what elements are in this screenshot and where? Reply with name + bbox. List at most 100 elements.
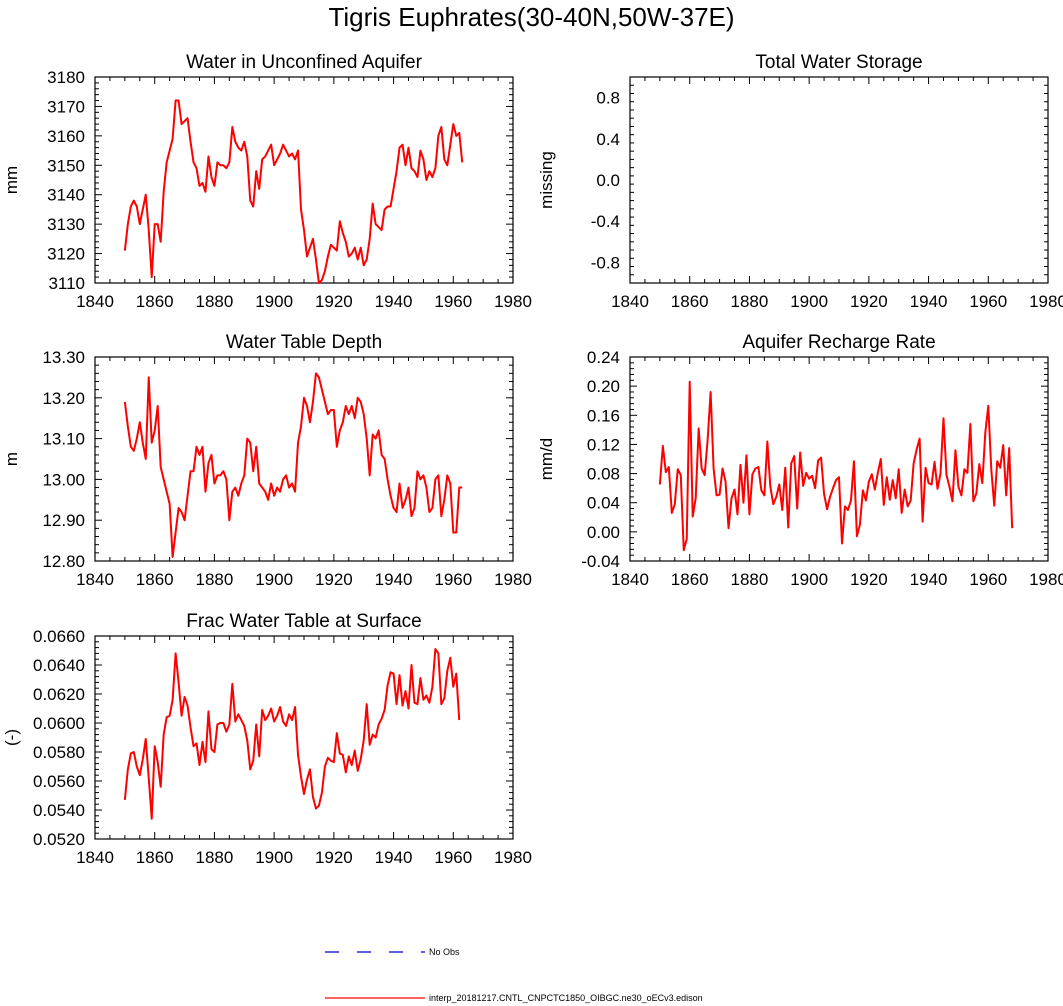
y-tick-label: 0.0640 (33, 656, 85, 675)
x-tick-label: 1840 (76, 848, 114, 867)
plot-frame (94, 76, 514, 284)
series-line-recharge (658, 380, 1014, 552)
x-tick-label: 1920 (315, 570, 353, 589)
panel-title: Total Water Storage (755, 52, 922, 73)
y-tick-label: 0.0 (596, 171, 620, 190)
panel-water-table-depth: Water Table Depth m 1840 1860 1880 1900 1920 19… (2, 332, 532, 589)
y-tick-label: -0.4 (591, 212, 620, 231)
x-tick-label: 1940 (375, 848, 413, 867)
y-tick-label: 13.10 (42, 430, 85, 449)
legend-model-label: interp_20181217.CNTL_CNPCTC1850_OIBGC.ne… (429, 993, 703, 1003)
x-tick-label: 1900 (790, 570, 828, 589)
x-tick-label: 1900 (255, 570, 293, 589)
plot-frame (94, 356, 514, 562)
y-tick-label: 12.90 (42, 511, 85, 530)
x-tick-label: 1920 (850, 570, 888, 589)
y-tick-label: 3130 (47, 215, 85, 234)
y-tick-label: 3170 (47, 97, 85, 116)
x-tick-label: 1980 (1029, 292, 1063, 311)
x-tick-label: 1880 (196, 848, 234, 867)
y-tick-label: 0.0620 (33, 685, 85, 704)
plot-frame (629, 356, 1049, 562)
legend-obs-label: No Obs (429, 947, 460, 957)
x-tick-label: 1840 (611, 570, 649, 589)
x-tick-label: 1920 (315, 848, 353, 867)
panel-title: Water in Unconfined Aquifer (186, 52, 423, 73)
y-axis-label: missing (537, 151, 556, 209)
x-tick-label: 1880 (196, 570, 234, 589)
x-tick-label: 1880 (196, 292, 234, 311)
x-tick-label: 1920 (315, 292, 353, 311)
x-tick-label: 1980 (1029, 570, 1063, 589)
x-tick-label: 1940 (375, 570, 413, 589)
y-tick-label: 0.12 (587, 435, 620, 454)
y-tick-label: 0.4 (596, 130, 620, 149)
y-tick-label: 0.04 (587, 494, 620, 513)
y-tick-label: 0.16 (587, 406, 620, 425)
x-tick-label: 1860 (136, 848, 174, 867)
y-tick-label: -0.8 (591, 253, 620, 272)
y-tick-label: -0.04 (581, 552, 620, 571)
y-tick-label: 0.0600 (33, 714, 85, 733)
x-tick-label: 1980 (494, 848, 532, 867)
x-tick-label: 1960 (969, 570, 1007, 589)
x-tick-label: 1960 (434, 570, 472, 589)
y-tick-label: 0.0540 (33, 801, 85, 820)
y-tick-label: 0.0660 (33, 627, 85, 646)
y-tick-label: 0.0520 (33, 830, 85, 849)
panel-water-in-unconfined-aquifer: Water in Unconfined Aquifer mm 1840 1860 188… (2, 52, 532, 311)
panel-total-water-storage: Total Water Storage missing 1840 1860 1880 19… (537, 52, 1063, 311)
y-tick-label: 0.8 (596, 89, 620, 108)
x-tick-label: 1920 (850, 292, 888, 311)
y-tick-label: 13.20 (42, 389, 85, 408)
y-axis-label: m (2, 452, 21, 466)
panel-title: Aquifer Recharge Rate (742, 332, 935, 353)
panel-frac-water-table-at-surface: Frac Water Table at Surface (-) 1840 1860 18… (2, 611, 532, 867)
series-line-aquifer (123, 99, 464, 284)
x-tick-label: 1980 (494, 570, 532, 589)
x-tick-label: 1880 (731, 292, 769, 311)
x-tick-label: 1940 (375, 292, 413, 311)
y-axis-label: (-) (2, 729, 21, 746)
y-axis-label: mm (2, 166, 21, 194)
y-tick-label: 0.08 (587, 465, 620, 484)
plot-frame (629, 76, 1049, 284)
y-tick-label: 0.20 (587, 377, 620, 396)
y-tick-label: 3120 (47, 245, 85, 264)
x-tick-label: 1980 (494, 292, 532, 311)
main-title: Tigris Euphrates(30-40N,50W-37E) (328, 2, 735, 32)
x-tick-label: 1860 (136, 292, 174, 311)
y-tick-label: 13.30 (42, 348, 85, 367)
panel-aquifer-recharge-rate: Aquifer Recharge Rate mm/d 1840 1860 1880 190… (537, 332, 1063, 589)
panel-title: Frac Water Table at Surface (186, 611, 422, 632)
y-tick-label: 0.0560 (33, 772, 85, 791)
x-tick-label: 1960 (434, 292, 472, 311)
x-tick-label: 1900 (255, 292, 293, 311)
y-tick-label: 3180 (47, 68, 85, 87)
y-tick-label: 13.00 (42, 470, 85, 489)
x-tick-label: 1860 (671, 292, 709, 311)
series-line-wtd (123, 372, 463, 558)
x-tick-label: 1940 (910, 570, 948, 589)
x-tick-label: 1940 (910, 292, 948, 311)
y-tick-label: 3150 (47, 156, 85, 175)
panel-title: Water Table Depth (226, 332, 382, 353)
y-axis-label: mm/d (537, 438, 556, 481)
x-tick-label: 1840 (76, 570, 114, 589)
x-tick-label: 1960 (434, 848, 472, 867)
x-tick-label: 1880 (731, 570, 769, 589)
legend: No Obs interp_20181217.CNTL_CNPCTC1850_O… (325, 947, 703, 1003)
x-tick-label: 1960 (969, 292, 1007, 311)
y-tick-label: 3140 (47, 186, 85, 205)
x-tick-label: 1840 (611, 292, 649, 311)
x-tick-label: 1900 (255, 848, 293, 867)
y-tick-label: 12.80 (42, 552, 85, 571)
x-tick-label: 1900 (790, 292, 828, 311)
y-tick-label: 0.00 (587, 523, 620, 542)
y-tick-label: 3110 (48, 274, 85, 293)
x-tick-label: 1840 (76, 292, 114, 311)
y-tick-label: 3160 (47, 127, 85, 146)
y-tick-label: 0.0580 (33, 743, 85, 762)
x-tick-label: 1860 (671, 570, 709, 589)
